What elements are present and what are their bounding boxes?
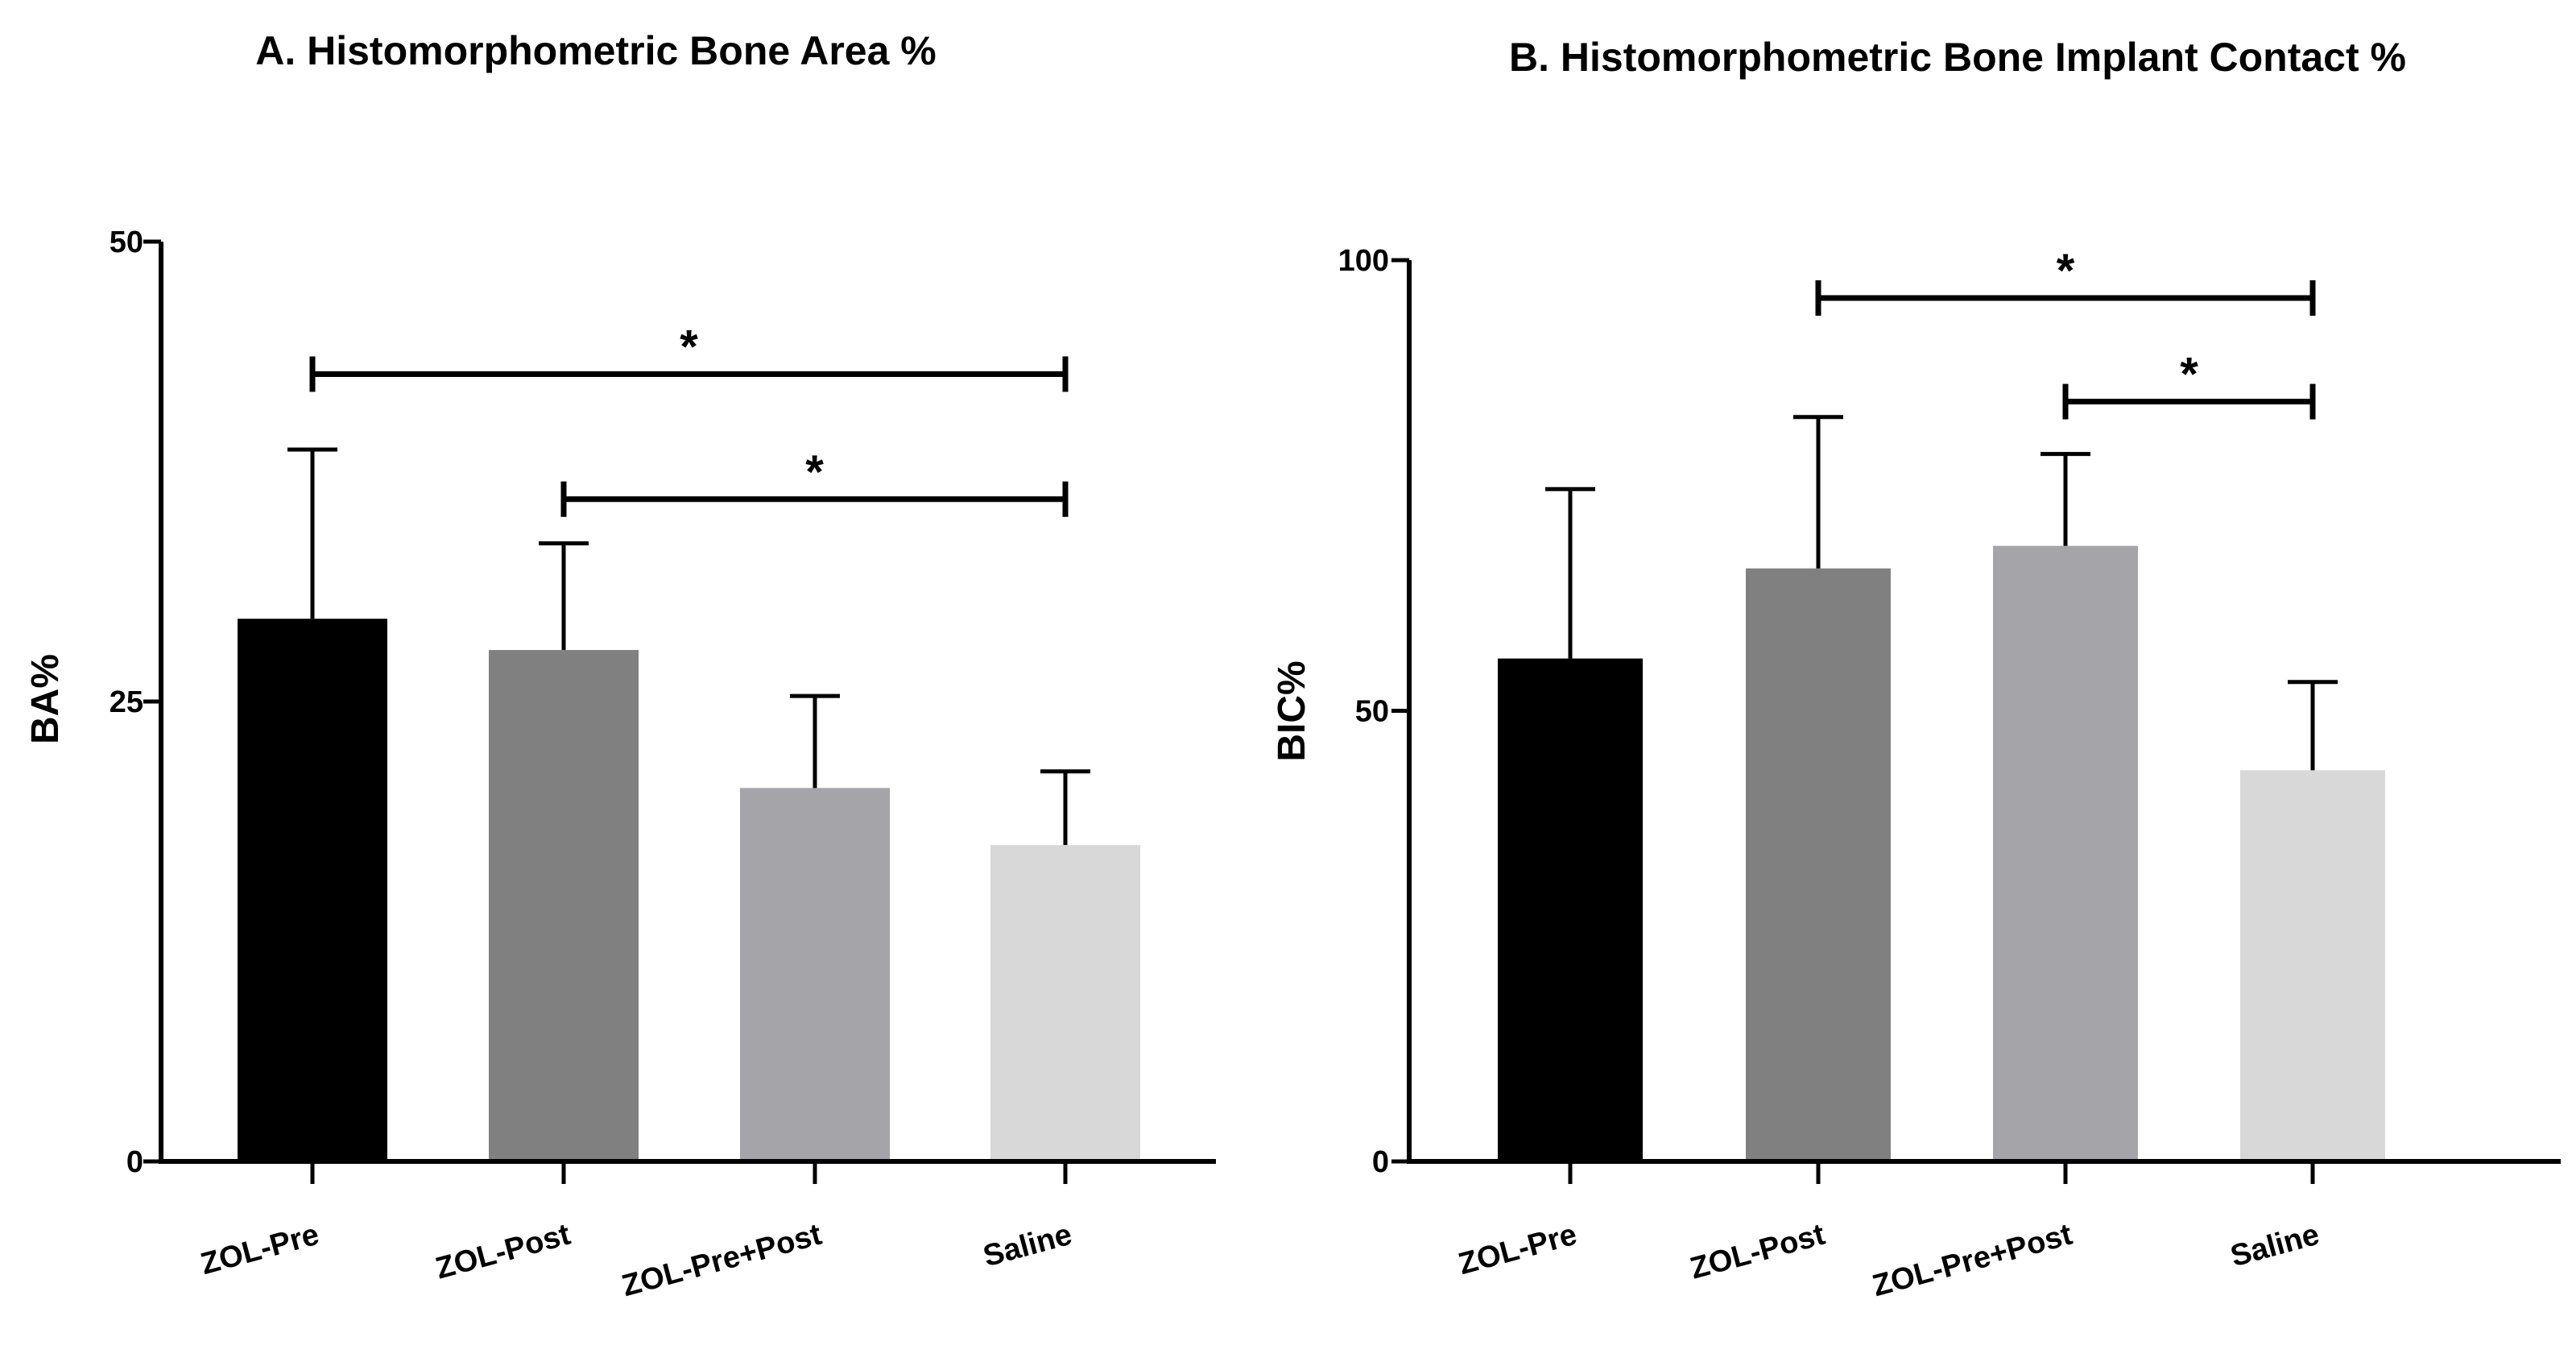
chart-b-x-label-2: ZOL-Pre+Post [1869,1218,2076,1304]
chart-a-sig-label-1: * [805,446,824,499]
chart-a-marks: 0 25 50 ZOL-Pre ZOL-Post ZOL-Pre+Post Saline * * [110,226,1216,1303]
chart-a-sig-label-0: * [680,321,698,373]
chart-b-bar-3 [2240,770,2385,1161]
chart-a-bar-0 [238,619,387,1161]
chart-a-y-tick-label-2: 50 [110,226,143,259]
chart-b-x-label-1: ZOL-Post [1687,1218,1829,1286]
chart-b-sig-label-1: * [2180,349,2198,401]
chart-b-bar-2 [1993,545,2138,1161]
chart-b-x-label-0: ZOL-Pre [1455,1218,1581,1281]
chart-a-x-label-1: ZOL-Post [432,1218,574,1286]
chart-a-bar-3 [990,845,1140,1161]
chart-b-y-axis-label: BIC% [1271,660,1313,761]
chart-a-title: A. Histomorphometric Bone Area % [255,28,937,73]
chart-a-y-tick-label-1: 25 [110,685,143,719]
chart-a-x-label-0: ZOL-Pre [197,1218,323,1281]
chart-a-bar-1 [489,650,639,1161]
chart-b-bar-0 [1498,658,1643,1161]
chart-a-y-tick-label-0: 0 [126,1145,143,1179]
chart-b-marks: 0 50 100 ZOL-Pre ZOL-Post ZOL-Pre+Post Saline *… [1338,244,2561,1303]
chart-b-y-tick-label-1: 50 [1355,695,1389,729]
chart-b-y-tick-label-0: 0 [1372,1145,1389,1179]
chart-a-y-axis-label: BA% [24,654,67,744]
chart-b-y-tick-label-2: 100 [1338,244,1389,278]
chart-a-bar-2 [740,788,890,1161]
chart-a-x-label-2: ZOL-Pre+Post [618,1218,825,1304]
chart-b-sig-label-0: * [2057,245,2075,297]
chart-panel-b: B. Histomorphometric Bone Implant Contac… [1271,35,2561,1303]
chart-panel-a: A. Histomorphometric Bone Area % BA% 0 25… [24,28,1216,1303]
chart-b-bar-1 [1746,568,1891,1161]
chart-b-x-label-3: Saline [2227,1218,2323,1274]
chart-b-title: B. Histomorphometric Bone Implant Contac… [1509,35,2406,80]
chart-a-x-label-3: Saline [980,1218,1076,1274]
